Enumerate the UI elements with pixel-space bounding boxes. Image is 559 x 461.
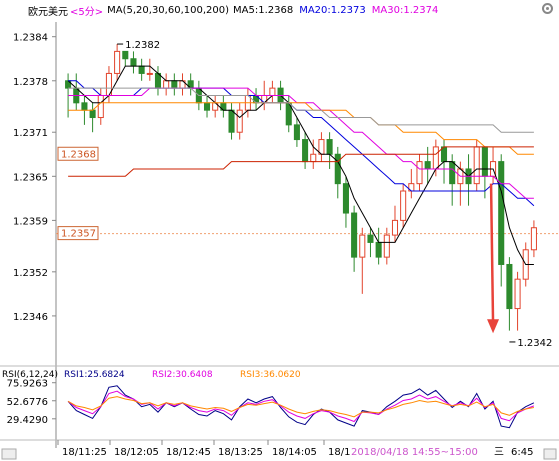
rsi-tick-label: 75.9263 — [7, 379, 48, 390]
candle-body — [383, 234, 390, 258]
candle-body — [342, 183, 349, 214]
candle-body — [326, 139, 333, 155]
chart-header: 欧元美元 <5分> MA(5,20,30,60,100,200) MA5:1.2… — [0, 0, 559, 20]
last-time-label: 6:45 — [511, 447, 533, 458]
candle-body — [391, 219, 399, 236]
y-tick-label: 1.2346 — [13, 312, 48, 323]
ma200-price-box — [57, 146, 99, 161]
candle-body — [138, 65, 145, 74]
candle-body — [122, 50, 129, 60]
y-tick-label: 1.2371 — [13, 128, 48, 139]
rsi2-line — [67, 390, 535, 423]
candle-body — [424, 161, 431, 170]
candle-body — [203, 102, 211, 111]
time-label: 18/14:05 — [272, 447, 317, 458]
candle-body — [269, 87, 276, 96]
ma20-line — [68, 80, 535, 207]
ma5-line — [67, 65, 534, 265]
candle-body — [163, 80, 170, 89]
candle-body — [89, 109, 96, 119]
candle-body — [530, 227, 537, 251]
candle-body — [310, 153, 317, 163]
y-tick-label: 1.2352 — [13, 268, 48, 279]
candle-body — [400, 190, 407, 221]
ma30-value: MA30:1.2374 — [371, 4, 439, 16]
candle-body — [97, 94, 104, 119]
candle-body — [506, 263, 513, 310]
candle-body — [359, 234, 366, 258]
candle-body — [432, 146, 439, 170]
y-tick-label: 1.2365 — [13, 172, 48, 183]
candle-body — [473, 146, 480, 185]
symbol-label[interactable]: 欧元美元 — [28, 6, 68, 18]
candle-body — [334, 153, 341, 185]
y-tick-label: 1.2378 — [13, 77, 48, 88]
time-label: 18/12:05 — [114, 447, 159, 458]
candle-body — [514, 278, 521, 310]
period-label[interactable]: <5分> — [70, 6, 104, 18]
time-label: 18/11:25 — [62, 447, 107, 458]
candle-body — [449, 161, 456, 185]
rsi-tick-label: 29.4290 — [7, 415, 48, 426]
settings-gear-icon[interactable] — [542, 3, 553, 14]
rsi1-value: RSI1:25.6824 — [64, 370, 125, 380]
ma20-value: MA20:1.2373 — [299, 4, 366, 16]
candle-body — [416, 161, 423, 185]
time-label: 18/1 — [328, 447, 350, 458]
last-price-box — [57, 226, 99, 241]
ma30-line — [68, 87, 534, 199]
down-arrow-shaft — [489, 183, 495, 324]
ma60-line — [68, 102, 534, 155]
rsi1-line — [67, 385, 535, 429]
candle-body — [236, 109, 243, 133]
candle-body — [367, 234, 374, 243]
scroll-box-left — [1, 448, 17, 460]
last-price-text: 1.2357 — [61, 229, 96, 240]
candle-body — [65, 80, 72, 89]
rsi3-value: RSI3:36.0620 — [240, 370, 301, 380]
time-label: 18/13:25 — [218, 447, 263, 458]
time-label: 18/12:45 — [166, 447, 211, 458]
ma5-value: MA5:1.2368 — [233, 4, 294, 16]
candle-body — [171, 80, 178, 89]
candle-body — [375, 241, 382, 258]
high-label: 1.2382 — [125, 40, 160, 51]
rsi-tick-label: 52.6776 — [7, 397, 48, 408]
candle-body — [293, 124, 300, 141]
ma200-price-text: 1.2368 — [61, 149, 96, 160]
time-range-label: 2018/04/18 14:55~15:00 — [351, 447, 478, 458]
scroll-box-right — [543, 448, 557, 460]
candle-body — [481, 146, 488, 177]
y-tick-label: 1.2359 — [13, 216, 48, 227]
rsi3-line — [67, 396, 534, 418]
weekday-label: 三 — [494, 447, 504, 458]
candle-body — [302, 139, 309, 163]
low-label: 1.2342 — [517, 338, 552, 349]
candle-body — [351, 212, 358, 258]
candle-body — [146, 72, 153, 75]
rsi-title: RSI(6,12,24) — [2, 370, 58, 380]
ma100-line — [68, 87, 534, 133]
candle-body — [228, 109, 235, 133]
down-arrow-head — [487, 319, 500, 334]
ma-label: MA(5,20,30,60,100,200) — [107, 4, 229, 16]
candle-body — [130, 58, 137, 67]
y-tick-label: 1.2384 — [13, 33, 48, 44]
candle-body — [81, 102, 88, 111]
candle-body — [114, 50, 121, 74]
rsi2-value: RSI2:30.6408 — [152, 370, 213, 380]
ma200-line — [68, 146, 534, 177]
candle-body — [498, 161, 505, 265]
